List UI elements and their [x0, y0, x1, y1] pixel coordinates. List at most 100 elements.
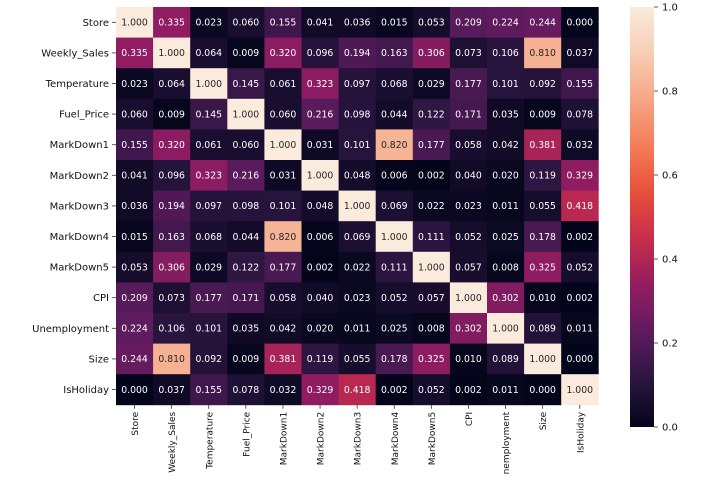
cell-value-label: 0.000 [566, 354, 593, 365]
cell-value-label: 0.320 [270, 48, 297, 59]
column-label: Fuel_Price [242, 411, 252, 456]
cell-value-label: 0.325 [529, 262, 556, 273]
cell-value-label: 0.224 [492, 18, 519, 29]
colorbar-tick-label: 0.0 [662, 423, 678, 434]
cell-value-label: 0.302 [455, 324, 482, 335]
cell-value-label: 0.000 [566, 18, 593, 29]
heatmap-cell [301, 374, 339, 406]
column-label: CPI [465, 412, 475, 426]
cell-value-label: 0.058 [455, 140, 482, 151]
heatmap-cell [190, 282, 228, 314]
heatmap-cell [412, 7, 451, 38]
heatmap-cell [264, 190, 302, 222]
cell-value-label: 0.060 [233, 18, 260, 29]
heatmap-cell [375, 68, 414, 100]
cell-value-label: 0.224 [121, 324, 148, 335]
heatmap-cell [116, 160, 154, 191]
heatmap-cell [190, 251, 228, 283]
row-label: Fuel_Price [59, 110, 109, 121]
heatmap-cell [338, 68, 377, 100]
cell-value-label: 0.820 [381, 140, 408, 151]
cell-value-label: 0.194 [344, 48, 371, 59]
cell-value-label: 0.069 [381, 201, 408, 212]
cell-value-label: 0.106 [492, 48, 519, 59]
heatmap-cell [375, 313, 414, 344]
heatmap-cell [338, 343, 377, 375]
heatmap-cell [116, 343, 154, 375]
cell-value-label: 0.329 [566, 171, 593, 182]
heatmap-cell [524, 190, 562, 222]
column-label: Temperature [205, 411, 215, 469]
heatmap-cell [375, 98, 414, 130]
cell-value-label: 0.002 [566, 293, 593, 304]
cell-value-label: 0.048 [307, 201, 334, 212]
heatmap-cell [449, 129, 488, 161]
heatmap-cell [190, 190, 228, 222]
cell-value-label: 0.060 [270, 109, 297, 120]
heatmap-cell [524, 282, 562, 314]
cell-value-label: 1.000 [529, 354, 556, 365]
cell-value-label: 0.171 [455, 109, 482, 120]
heatmap-cell [301, 98, 339, 130]
heatmap-cell [449, 343, 488, 375]
heatmap-cell [487, 68, 525, 100]
row-labels: Store Weekly_Sales Temperature Fuel_Price Ma… [32, 18, 116, 396]
row-label: IsHoliday [63, 385, 109, 396]
cell-value-label: 0.040 [455, 171, 482, 182]
heatmap-cell [561, 68, 599, 100]
cell-value-label: 0.106 [158, 324, 185, 335]
heatmap-cell [301, 221, 339, 253]
heatmap-cell [412, 251, 451, 283]
cell-value-label: 0.163 [381, 48, 408, 59]
heatmap-cell [227, 98, 265, 130]
cell-value-label: 0.036 [121, 201, 148, 212]
cell-value-label: 0.055 [529, 201, 556, 212]
heatmap-cell [153, 343, 191, 375]
cell-value-label: 0.009 [529, 109, 556, 120]
cell-value-label: 0.155 [270, 18, 297, 29]
heatmap-cell [375, 374, 414, 406]
heatmap-cell [375, 129, 414, 161]
column-label: MarkDown4 [391, 412, 401, 466]
cell-value-label: 0.036 [344, 18, 371, 29]
cell-value-label: 0.418 [344, 385, 371, 396]
heatmap-cell [375, 37, 414, 69]
cell-value-label: 0.101 [344, 140, 371, 151]
heatmap-cell [301, 68, 339, 100]
cell-value-label: 0.155 [195, 385, 222, 396]
colorbar: 0.0 0.2 0.4 0.6 0.8 1.0 [630, 3, 678, 434]
cell-value-label: 1.000 [233, 109, 260, 120]
cell-value-label: 0.057 [455, 262, 482, 273]
heatmap-cell [524, 7, 562, 38]
heatmap-cell [116, 374, 154, 406]
heatmap-cell [190, 160, 228, 191]
cell-value-label: 0.055 [344, 354, 371, 365]
heatmap-cell [227, 37, 265, 69]
cell-value-label: 0.044 [233, 232, 260, 243]
cell-value-label: 0.810 [158, 354, 185, 365]
cell-value-label: 0.052 [381, 293, 408, 304]
heatmap-cell [524, 68, 562, 100]
heatmap-cell [264, 343, 302, 375]
cell-value-label: 0.064 [195, 48, 222, 59]
cell-value-label: 0.053 [418, 18, 445, 29]
heatmap-cell [227, 160, 265, 191]
cell-value-label: 0.381 [270, 354, 297, 365]
heatmap-cell [227, 190, 265, 222]
heatmap-cell [338, 160, 377, 191]
heatmap-cell [301, 160, 339, 191]
cell-value-label: 0.209 [455, 18, 482, 29]
colorbar-tick-label: 0.4 [662, 255, 678, 266]
column-labels: Store Weekly_Sales Temperature Fuel_Price Ma… [131, 404, 586, 474]
cell-value-label: 0.111 [381, 262, 408, 273]
heatmap-cell [190, 98, 228, 130]
cell-value-label: 0.025 [492, 232, 519, 243]
cell-value-label: 0.119 [307, 354, 334, 365]
row-label: Size [88, 354, 109, 365]
cell-value-label: 0.023 [344, 293, 371, 304]
cell-value-label: 0.052 [455, 232, 482, 243]
heatmap-cell [338, 313, 377, 344]
cell-value-label: 0.008 [418, 324, 445, 335]
heatmap-cell [264, 221, 302, 253]
heatmap-cell [190, 37, 228, 69]
